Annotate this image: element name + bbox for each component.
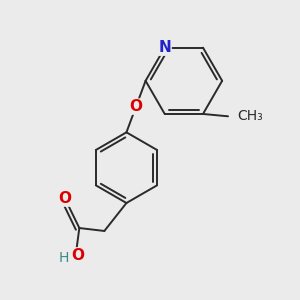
Text: O: O	[71, 248, 84, 263]
Text: H: H	[59, 251, 69, 266]
Text: O: O	[59, 191, 72, 206]
Text: O: O	[130, 99, 142, 114]
Text: CH₃: CH₃	[237, 109, 262, 123]
Text: N: N	[158, 40, 171, 55]
